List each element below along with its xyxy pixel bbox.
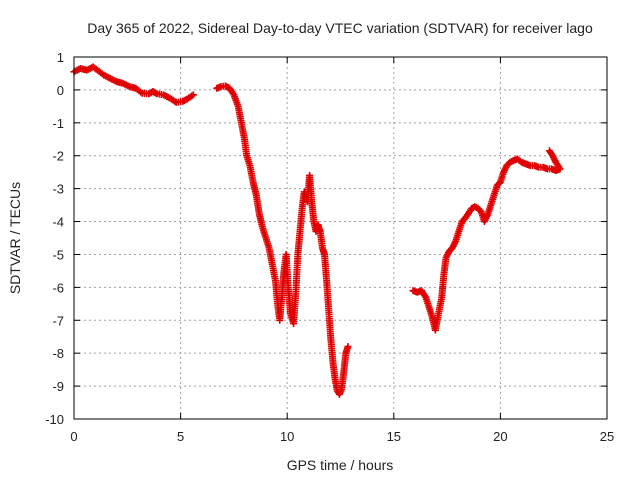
y-tick-label: -4 — [52, 215, 64, 230]
data-layer — [70, 63, 564, 398]
y-tick-label: -3 — [52, 182, 64, 197]
y-axis-label: SDTVAR / TECUs — [7, 182, 23, 294]
data-point-marker — [189, 91, 197, 99]
x-tick-label: 20 — [493, 429, 507, 444]
y-tick-label: -2 — [52, 149, 64, 164]
chart-title: Day 365 of 2022, Sidereal Day-to-day VTE… — [87, 20, 593, 36]
data-point-marker — [545, 147, 553, 155]
y-tick-label: 0 — [57, 83, 64, 98]
x-tick-label: 10 — [280, 429, 294, 444]
x-tick-label: 0 — [70, 429, 77, 444]
y-tick-label: -5 — [52, 247, 64, 262]
x-tick-label: 5 — [177, 429, 184, 444]
plot-frame — [73, 56, 608, 420]
y-tick-label: -6 — [52, 280, 64, 295]
x-tick-label: 25 — [600, 429, 614, 444]
y-tick-label: -1 — [52, 116, 64, 131]
data-point-marker — [344, 343, 352, 351]
x-axis-label: GPS time / hours — [287, 457, 394, 473]
grid-layer — [74, 57, 607, 419]
y-tick-label: -10 — [45, 412, 64, 427]
y-tick-label: -7 — [52, 313, 64, 328]
x-tick-label: 15 — [387, 429, 401, 444]
y-tick-label: 1 — [57, 50, 64, 65]
y-tick-label: -9 — [52, 379, 64, 394]
y-tick-label: -8 — [52, 346, 64, 361]
